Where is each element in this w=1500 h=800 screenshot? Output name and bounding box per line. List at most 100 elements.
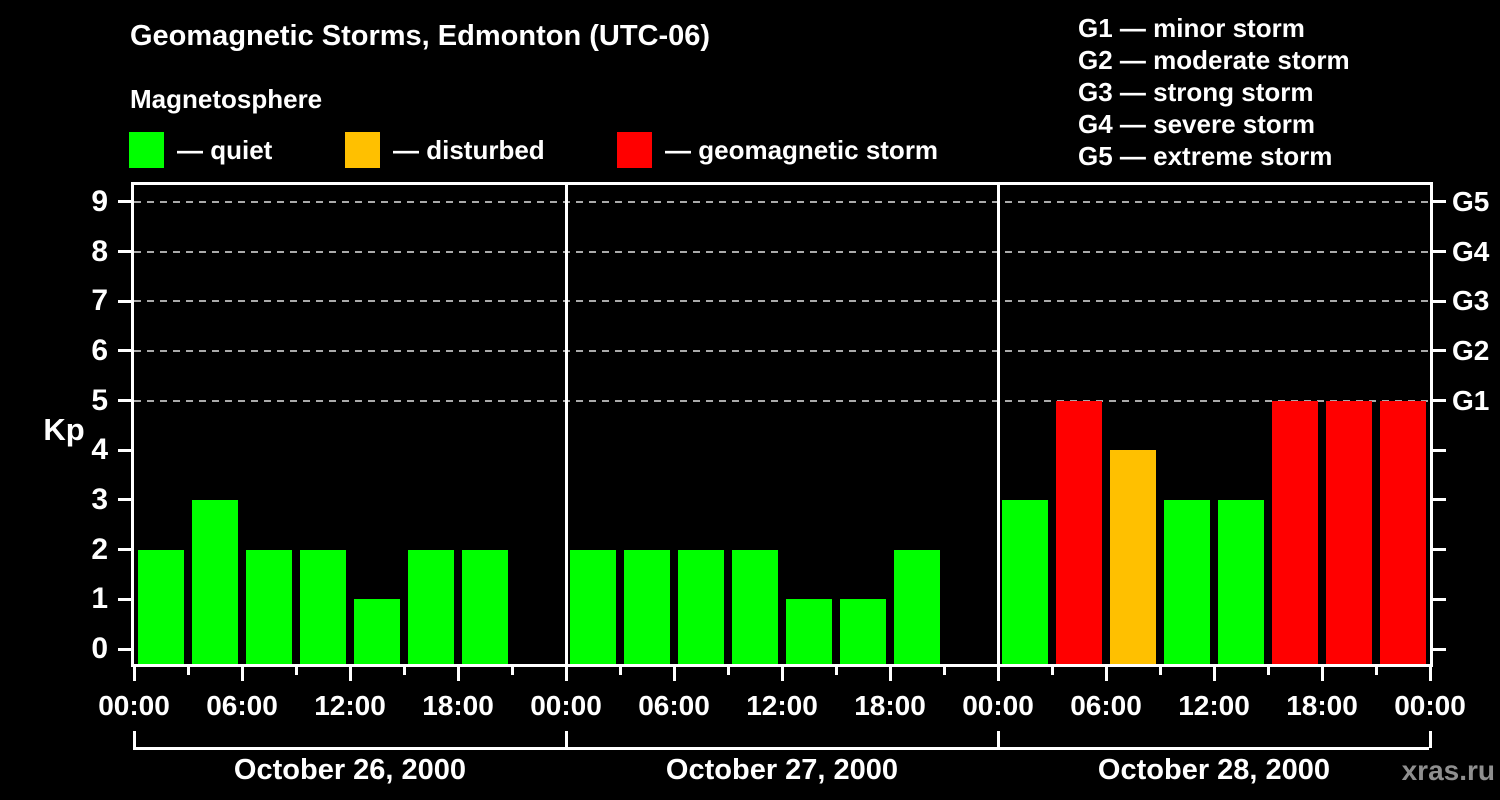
- x-tick-major: [1428, 667, 1432, 681]
- time-tick-label: 06:00: [638, 690, 710, 721]
- time-tick-label: 00:00: [962, 690, 1034, 721]
- x-tick-minor: [510, 667, 514, 675]
- time-tick-label: 06:00: [206, 690, 278, 721]
- kp-bar: [678, 549, 724, 664]
- plot-area: [131, 182, 1433, 667]
- x-tick-major: [1320, 667, 1324, 681]
- y-tick-right: [1433, 399, 1446, 403]
- storm-scale-line: G4 — severe storm: [1078, 109, 1316, 139]
- y-tick-left: [118, 647, 131, 651]
- y-tick-left: [118, 448, 131, 452]
- storm-scale-line: G3 — strong storm: [1078, 77, 1314, 107]
- y-tick-left: [118, 548, 131, 552]
- y-tick-left: [118, 597, 131, 601]
- y-tick-left: [118, 349, 131, 353]
- kp-bar: [570, 549, 616, 664]
- time-tick-label: 12:00: [314, 690, 386, 721]
- day-bracket: [133, 747, 1429, 750]
- x-tick-major: [996, 667, 1000, 681]
- y-tick-left: [118, 498, 131, 502]
- kp-bar: [192, 499, 238, 664]
- y-tick-right: [1433, 200, 1446, 204]
- kp-bar: [1218, 499, 1264, 664]
- y-tick-left: [118, 399, 131, 403]
- storm-scale-line: G2 — moderate storm: [1078, 45, 1350, 75]
- x-tick-minor: [402, 667, 406, 675]
- legend-swatch: [345, 132, 380, 168]
- y-tick-right: [1433, 349, 1446, 353]
- kp-color-legend: — quiet — disturbed — geomagnetic storm: [0, 132, 1050, 168]
- time-tick-label: 18:00: [422, 690, 494, 721]
- x-tick-minor: [726, 667, 730, 675]
- g-level-label: G2: [1452, 334, 1490, 366]
- y-tick-label: 6: [91, 333, 108, 367]
- x-tick-minor: [1266, 667, 1270, 675]
- x-tick-minor: [942, 667, 946, 675]
- day-divider: [564, 185, 568, 664]
- chart-title: Geomagnetic Storms, Edmonton (UTC-06): [130, 20, 711, 52]
- y-tick-label: 7: [91, 284, 108, 318]
- y-tick-right: [1433, 448, 1446, 452]
- kp-bar: [786, 599, 832, 664]
- legend-item: — geomagnetic storm: [617, 132, 938, 168]
- x-tick-minor: [186, 667, 190, 675]
- x-tick-major: [564, 667, 568, 681]
- gridline-kp9: [134, 200, 1430, 203]
- y-tick-right: [1433, 647, 1446, 651]
- y-tick-left: [118, 250, 131, 254]
- time-tick-label: 18:00: [1286, 690, 1358, 721]
- kp-bar: [894, 549, 940, 664]
- watermark: xras.ru: [1401, 755, 1495, 786]
- date-label: October 28, 2000: [1097, 754, 1331, 786]
- x-tick-major: [1212, 667, 1216, 681]
- y-tick-left: [118, 200, 131, 204]
- x-tick-minor: [294, 667, 298, 675]
- y-tick-right: [1433, 250, 1446, 254]
- storm-scale-line: G1 — minor storm: [1078, 13, 1305, 43]
- time-tick-label: 00:00: [98, 690, 170, 721]
- time-tick-label: 12:00: [1178, 690, 1250, 721]
- chart-subtitle: Magnetosphere: [130, 84, 323, 114]
- legend-item: — quiet: [129, 132, 272, 168]
- x-tick-major: [672, 667, 676, 681]
- x-tick-major: [1104, 667, 1108, 681]
- time-tick-label: 18:00: [854, 690, 926, 721]
- kp-bar: [300, 549, 346, 664]
- kp-bar: [246, 549, 292, 664]
- kp-bar: [354, 599, 400, 664]
- storm-scale-legend: G1 — minor storm G2 — moderate storm G3 — …: [1078, 12, 1350, 172]
- gridline-kp7: [134, 300, 1430, 303]
- kp-bar: [1326, 400, 1372, 664]
- kp-bar: [1056, 400, 1102, 664]
- kp-bar: [1164, 499, 1210, 664]
- x-tick-major: [348, 667, 352, 681]
- kp-bar: [1380, 400, 1426, 664]
- kp-bar: [462, 549, 508, 664]
- day-divider: [996, 185, 1000, 664]
- kp-bar: [1110, 450, 1156, 664]
- y-axis-label: Kp: [43, 412, 85, 447]
- time-tick-label: 00:00: [1394, 690, 1466, 721]
- legend-label: — disturbed: [393, 134, 545, 165]
- time-tick-label: 06:00: [1070, 690, 1142, 721]
- y-tick-right: [1433, 299, 1446, 303]
- g-level-label: G4: [1452, 235, 1490, 267]
- x-tick-minor: [1374, 667, 1378, 675]
- date-label: October 26, 2000: [233, 754, 467, 786]
- legend-label: — quiet: [177, 134, 273, 165]
- day-bracket-tick: [996, 731, 1000, 748]
- y-tick-label: 1: [91, 582, 108, 616]
- x-tick-minor: [834, 667, 838, 675]
- y-tick-right: [1433, 597, 1446, 601]
- y-tick-label: 2: [91, 532, 108, 566]
- x-tick-major: [456, 667, 460, 681]
- kp-bar: [408, 549, 454, 664]
- y-tick-label: 9: [91, 184, 108, 218]
- kp-bar: [732, 549, 778, 664]
- day-bracket-tick: [132, 731, 136, 748]
- gridline-kp6: [134, 349, 1430, 352]
- storm-scale-line: G5 — extreme storm: [1078, 141, 1333, 171]
- time-tick-label: 00:00: [530, 690, 602, 721]
- gridline-kp8: [134, 250, 1430, 253]
- y-tick-left: [118, 299, 131, 303]
